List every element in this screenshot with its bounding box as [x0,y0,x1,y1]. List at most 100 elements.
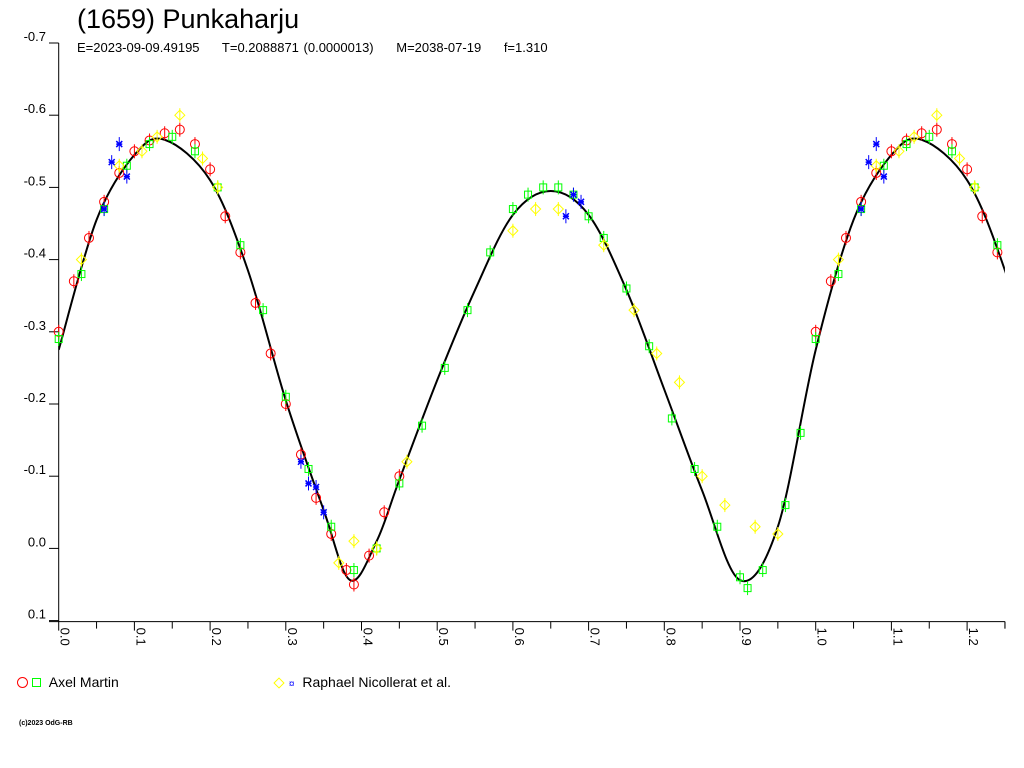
data-point-circle [364,550,375,561]
data-point-circle [250,297,261,308]
data-point-diamond [211,181,224,194]
chart-title: (1659) Punkaharju [77,4,300,34]
data-point-star [297,458,305,466]
x-tick-label: 1.2 [966,628,981,646]
data-point-diamond [719,499,731,511]
data-point-star [562,212,570,220]
data-point-square [259,306,268,315]
data-point-square [584,212,593,221]
y-tick-label: -0.4 [24,246,46,261]
fit-curve [58,137,1005,583]
y-tick-label: -0.1 [24,462,46,477]
data-point-diamond [196,152,209,165]
data-point-diamond [529,203,542,215]
data-point-circle [886,146,897,157]
legend-item-axel-martin: Axel Martin [17,674,119,690]
axes: -0.7 -0.6 -0.5 -0.4 -0.3 -0.2 -0.1 0.0 0.1 0.0 0.1… [24,29,1006,646]
data-point-star [312,483,320,491]
data-point-square [418,421,427,430]
x-tick-label: 0.9 [739,628,754,646]
y-tick-label: -0.6 [24,101,46,116]
data-point-circle [68,276,79,287]
data-point-diamond [552,203,565,215]
data-point-circle [931,124,942,135]
data-point-square [758,566,767,575]
y-tick-label: -0.2 [24,390,46,405]
data-point-circle [379,507,390,518]
x-tick-label: 0.5 [436,628,451,646]
copyright: (c)2023 OdG-RB [19,720,73,727]
data-point-diamond [893,145,905,158]
data-point-square [879,161,888,170]
data-point-square [539,183,548,192]
data-point-square [947,147,956,156]
x-tick-label: 0.1 [133,628,148,646]
data-point-square [395,479,404,488]
data-point-circle [83,232,94,243]
data-point-circle [348,579,359,590]
x-tick-label: 0.2 [209,628,224,646]
data-point-star [577,198,585,206]
y-tick-label: -0.3 [24,318,46,333]
data-point-square [327,522,336,531]
data-point-square [796,428,805,437]
data-point-diamond [333,557,345,569]
data-point-circle [977,211,988,222]
legend-item-raphael-nicollerat: ¤ Raphael Nicollerat et al. [273,674,451,690]
data-point-square [168,132,177,141]
data-points [53,108,1003,596]
data-point-star [880,173,888,181]
data-point-diamond [673,376,686,389]
data-point-square [145,140,154,149]
data-point-circle [129,146,140,157]
data-point-diamond [507,225,519,237]
legend-label: Axel Martin [48,674,119,690]
data-point-square [190,147,199,156]
data-point-square [440,363,449,372]
x-tick-label: 0.6 [512,628,527,646]
green-square-icon [31,678,41,687]
data-point-square [236,241,245,250]
data-point-diamond [113,160,125,172]
blue-star-icon: ¤ [288,679,295,690]
epoch-label: E=2023-09-09.49195 [77,40,200,55]
data-point-star [872,140,880,148]
data-point-diamond [628,304,640,316]
x-tick-label: 0.0 [58,628,73,646]
data-point-square [349,566,358,575]
data-point-star [569,191,577,199]
data-point-circle [220,211,231,222]
data-point-circle [265,348,276,359]
data-point-square [781,501,790,510]
data-point-diamond [151,131,163,143]
data-point-diamond [832,253,845,266]
data-point-diamond [931,109,943,121]
data-point-square [925,132,934,141]
data-point-square [811,335,820,344]
data-point-square [304,464,313,473]
data-point-star [857,205,865,213]
data-point-square [524,190,533,199]
data-point-diamond [136,145,148,158]
data-point-circle [174,124,185,135]
data-point-square [713,522,722,531]
data-point-circle [825,276,836,287]
data-point-square [743,584,752,593]
data-point-diamond [908,131,920,143]
period-label: T=0.2088871 (0.0000013) [221,40,374,55]
data-point-circle [840,232,851,243]
legend-label: Raphael Nicollerat et al. [302,674,451,690]
data-point-diamond [870,160,882,172]
date-label: M=2038-07-19 [396,40,482,55]
data-point-square [281,392,290,401]
data-point-square [622,284,631,293]
data-point-square [486,248,495,257]
chart-subtitle: E=2023-09-09.49195 T=0.2088871 (0.000001… [77,40,566,55]
data-point-square [122,161,131,170]
x-tick-label: 1.1 [890,628,905,646]
data-point-diamond [75,253,88,266]
yellow-diamond-icon [273,677,285,689]
data-point-diamond [598,239,610,251]
data-point-square [667,414,676,423]
data-point-square [834,270,843,279]
